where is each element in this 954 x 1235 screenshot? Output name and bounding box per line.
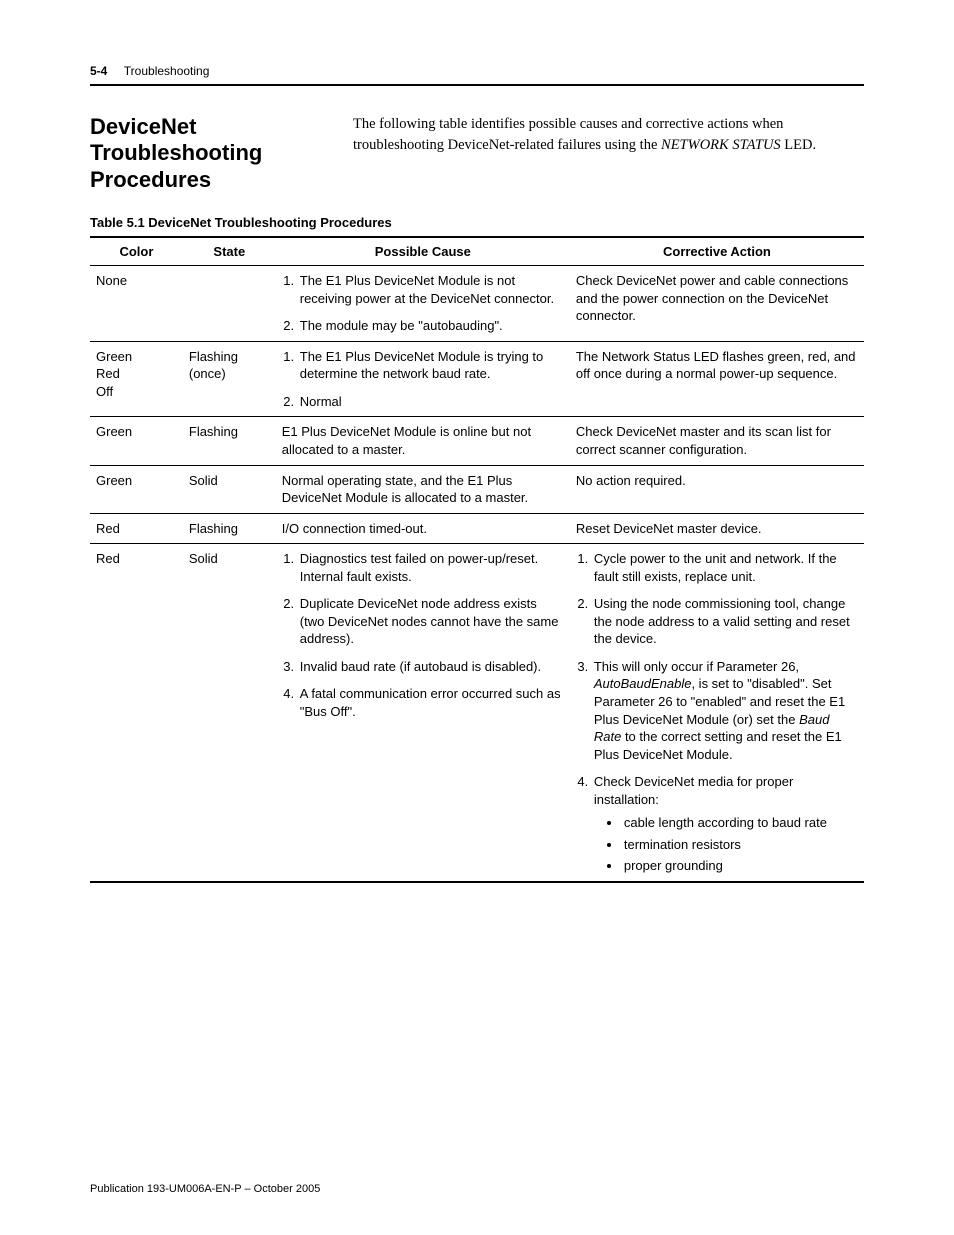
cell-state: Flashing	[183, 513, 276, 544]
list-item: The E1 Plus DeviceNet Module is not rece…	[298, 272, 564, 307]
cell-state: Flashing (once)	[183, 341, 276, 417]
section-heading: DeviceNet Troubleshooting Procedures	[90, 114, 335, 193]
text-run: to the correct setting and reset the E1 …	[594, 729, 842, 762]
col-header-color: Color	[90, 237, 183, 266]
table-row: GreenSolidNormal operating state, and th…	[90, 465, 864, 513]
cell-cause: Normal operating state, and the E1 Plus …	[276, 465, 570, 513]
ordered-list: The E1 Plus DeviceNet Module is trying t…	[282, 348, 564, 411]
table-row: RedSolid Diagnostics test failed on power…	[90, 544, 864, 882]
cell-action: Cycle power to the unit and network. If …	[570, 544, 864, 882]
cell-color: Red	[90, 513, 183, 544]
cell-cause: Diagnostics test failed on power-up/rese…	[276, 544, 570, 882]
col-header-cause: Possible Cause	[276, 237, 570, 266]
running-header: 5-4 Troubleshooting	[90, 64, 864, 78]
led-name: NETWORK STATUS	[661, 137, 781, 153]
cell-text: I/O connection timed-out.	[282, 521, 427, 536]
cell-action: The Network Status LED flashes green, re…	[570, 341, 864, 417]
page-number: 5-4	[90, 64, 107, 78]
intro-text-post: LED.	[784, 137, 816, 153]
cell-action: No action required.	[570, 465, 864, 513]
intro-row: DeviceNet Troubleshooting Procedures The…	[90, 114, 864, 193]
cell-cause: The E1 Plus DeviceNet Module is trying t…	[276, 341, 570, 417]
table-row: None The E1 Plus DeviceNet Module is not …	[90, 266, 864, 342]
cell-state: Solid	[183, 465, 276, 513]
col-header-state: State	[183, 237, 276, 266]
cell-text: Normal operating state, and the E1 Plus …	[282, 473, 528, 506]
cell-color: Red	[90, 544, 183, 882]
cell-color: None	[90, 266, 183, 342]
intro-paragraph: The following table identifies possible …	[353, 114, 864, 156]
list-item: A fatal communication error occurred suc…	[298, 685, 564, 720]
cell-text: E1 Plus DeviceNet Module is online but n…	[282, 424, 531, 457]
list-item: The E1 Plus DeviceNet Module is trying t…	[298, 348, 564, 383]
section-name: Troubleshooting	[124, 64, 210, 78]
cell-color: Green	[90, 417, 183, 465]
ordered-list: The E1 Plus DeviceNet Module is not rece…	[282, 272, 564, 335]
bullet-item: cable length according to baud rate	[622, 814, 858, 832]
cell-state: Solid	[183, 544, 276, 882]
bullet-item: proper grounding	[622, 857, 858, 875]
document-page: 5-4 Troubleshooting DeviceNet Troublesho…	[0, 0, 954, 1235]
ordered-list: Diagnostics test failed on power-up/rese…	[282, 550, 564, 720]
cell-text: Reset DeviceNet master device.	[576, 521, 762, 536]
cell-text: Check DeviceNet power and cable connecti…	[576, 273, 848, 323]
bullet-list: cable length according to baud rate termi…	[594, 814, 858, 875]
ordered-list: Cycle power to the unit and network. If …	[576, 550, 858, 875]
cell-cause: E1 Plus DeviceNet Module is online but n…	[276, 417, 570, 465]
cell-text: The Network Status LED flashes green, re…	[576, 349, 856, 382]
list-item: Normal	[298, 393, 564, 411]
table-row: GreenRedOffFlashing (once) The E1 Plus De…	[90, 341, 864, 417]
cell-text: Check DeviceNet master and its scan list…	[576, 424, 831, 457]
troubleshooting-table: Color State Possible Cause Corrective Ac…	[90, 236, 864, 883]
cell-color: GreenRedOff	[90, 341, 183, 417]
page-footer: Publication 193-UM006A-EN-P – October 20…	[90, 1183, 320, 1195]
cell-cause: The E1 Plus DeviceNet Module is not rece…	[276, 266, 570, 342]
cell-state: Flashing	[183, 417, 276, 465]
list-item: Using the node commissioning tool, chang…	[592, 595, 858, 648]
cell-action: Reset DeviceNet master device.	[570, 513, 864, 544]
table-body: None The E1 Plus DeviceNet Module is not …	[90, 266, 864, 882]
cell-state	[183, 266, 276, 342]
list-item: This will only occur if Parameter 26, Au…	[592, 658, 858, 763]
italic-term: AutoBaudEnable	[594, 676, 692, 691]
list-item: Invalid baud rate (if autobaud is disabl…	[298, 658, 564, 676]
list-item: Check DeviceNet media for proper install…	[592, 773, 858, 875]
text-run: Cycle power to the unit and network. If …	[594, 551, 837, 584]
text-run: Using the node commissioning tool, chang…	[594, 596, 850, 646]
text-run: This will only occur if Parameter 26,	[594, 659, 799, 674]
cell-action: Check DeviceNet master and its scan list…	[570, 417, 864, 465]
text-run: Check DeviceNet media for proper install…	[594, 774, 793, 807]
list-item: Cycle power to the unit and network. If …	[592, 550, 858, 585]
header-rule	[90, 84, 864, 86]
cell-action: Check DeviceNet power and cable connecti…	[570, 266, 864, 342]
list-item: Diagnostics test failed on power-up/rese…	[298, 550, 564, 585]
table-header: Color State Possible Cause Corrective Ac…	[90, 237, 864, 266]
col-header-action: Corrective Action	[570, 237, 864, 266]
list-item: The module may be "autobauding".	[298, 317, 564, 335]
table-row: RedFlashing I/O connection timed-out. Rese…	[90, 513, 864, 544]
cell-text: No action required.	[576, 473, 686, 488]
cell-cause: I/O connection timed-out.	[276, 513, 570, 544]
table-row: GreenFlashingE1 Plus DeviceNet Module is…	[90, 417, 864, 465]
table-caption: Table 5.1 DeviceNet Troubleshooting Proc…	[90, 215, 864, 230]
list-item: Duplicate DeviceNet node address exists …	[298, 595, 564, 648]
cell-color: Green	[90, 465, 183, 513]
bullet-item: termination resistors	[622, 836, 858, 854]
